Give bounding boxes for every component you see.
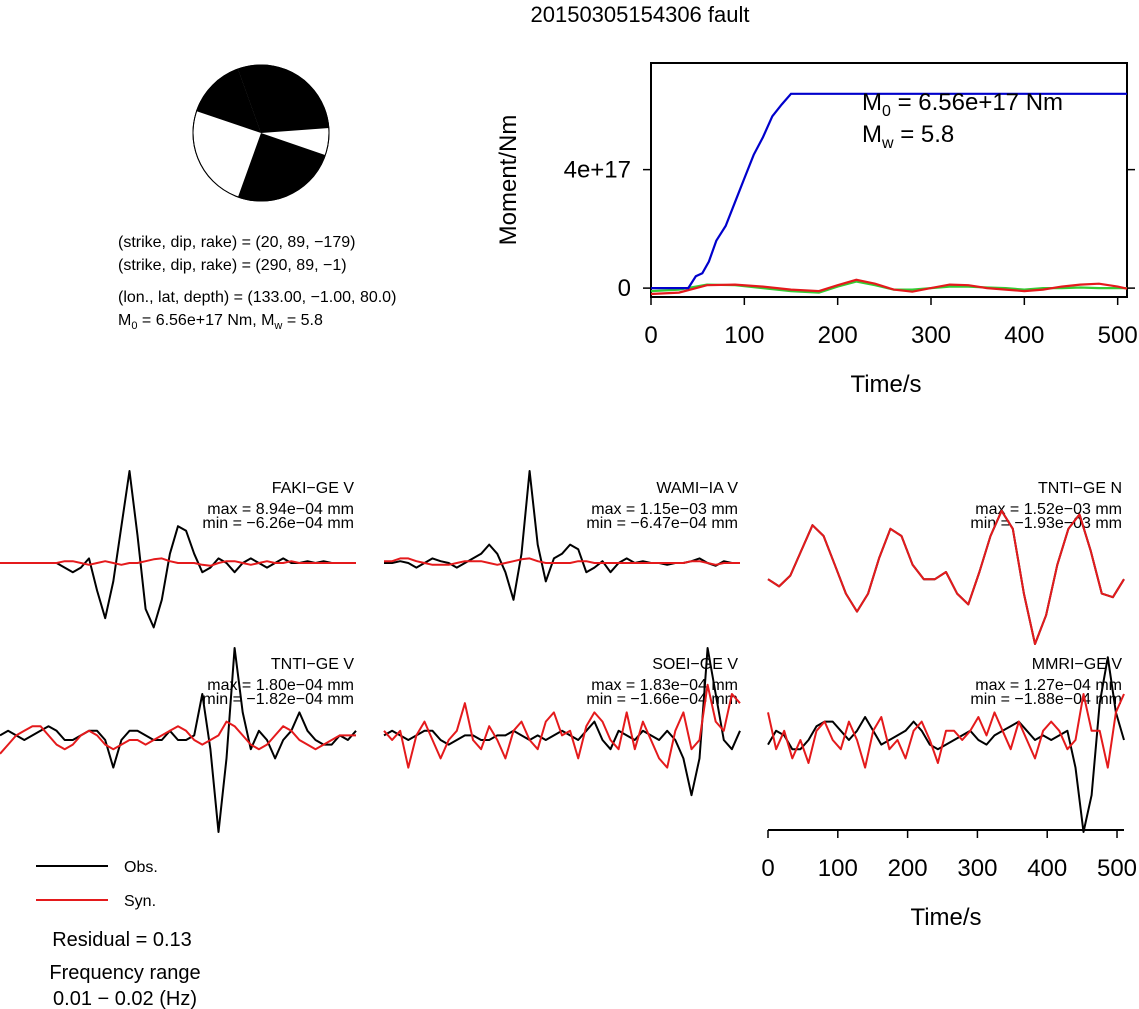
moment-series-line	[650, 278, 1128, 296]
waveform-time-tick-label: 100	[818, 855, 858, 882]
waveform-max-label: max = 1.15e−03 mm	[591, 501, 738, 518]
moment-xtick-label: 100	[724, 322, 764, 349]
legend-obs-label: Obs.	[124, 859, 158, 876]
waveform-observed-line	[0, 647, 357, 833]
waveform-max-label: max = 1.80e−04 mm	[207, 677, 354, 694]
residual-text: Residual = 0.13	[52, 929, 192, 951]
moment-series-line	[651, 92, 1127, 290]
mechanism-line-4: M0 = 6.56e+17 Nm, Mw = 5.8	[118, 312, 323, 332]
waveform-synthetic-line	[384, 557, 740, 566]
waveform-time-tick-label: 500	[1097, 855, 1137, 882]
waveform-station-label: WAMI−IA V	[656, 480, 738, 497]
waveform-station-label: FAKI−GE V	[272, 480, 355, 497]
beachball-quadrant-bottom	[238, 133, 325, 201]
moment-xtick-label: 400	[1004, 322, 1044, 349]
waveform-max-label: max = 8.94e−04 mm	[207, 501, 354, 518]
moment-plot-series	[650, 92, 1128, 296]
moment-ytick-label: 4e+17	[564, 157, 631, 184]
waveform-station-label: MMRI−GE V	[1032, 656, 1123, 673]
waveform-time-tick-label: 0	[761, 855, 774, 882]
moment-xtick-label: 0	[644, 322, 657, 349]
figure-title: 20150305154306 fault	[531, 2, 750, 27]
waveform-time-tick-label: 400	[1027, 855, 1067, 882]
waveform-observed-line	[383, 647, 741, 797]
waveform-station-label: SOEI−GE V	[652, 656, 738, 673]
waveform-observed-line	[767, 656, 1125, 833]
waveform-min-label: min = −6.47e−04 mm	[586, 515, 738, 532]
moment-xtick-label: 200	[818, 322, 858, 349]
frequency-range-value: 0.01 − 0.02 (Hz)	[53, 988, 197, 1009]
mechanism-line-1: (strike, dip, rake) = (20, 89, −179)	[118, 234, 355, 251]
beachball	[192, 64, 330, 202]
waveform-min-label: min = −6.26e−04 mm	[202, 515, 354, 532]
waveform-time-axis: Time/s 0 100 200 300 400 500	[761, 829, 1137, 931]
waveform-synthetic-line	[767, 509, 1125, 645]
waveform-synthetic-line	[0, 720, 356, 755]
waveform-time-tick-label: 300	[957, 855, 997, 882]
mechanism-text: (strike, dip, rake) = (20, 89, −179) (st…	[118, 234, 396, 332]
waveform-min-label: min = −1.82e−04 mm	[202, 691, 354, 708]
moment-plot-xlabel: Time/s	[850, 371, 921, 398]
waveform-synthetic-line	[0, 557, 356, 567]
moment-plot-axes: 0 100 200 300 400 500 0 4e+17	[564, 157, 1138, 349]
waveform-min-label: min = −1.66e−04 mm	[586, 691, 738, 708]
moment-ytick-label: 0	[618, 275, 631, 302]
waveform-station-label: TNTI−GE N	[1038, 480, 1122, 497]
mechanism-line-2: (strike, dip, rake) = (290, 89, −1)	[118, 257, 347, 274]
waveform-max-label: max = 1.27e−04 mm	[975, 677, 1122, 694]
waveform-synthetic-line	[767, 693, 1125, 769]
waveform-station-label: TNTI−GE V	[271, 656, 354, 673]
moment-plot-m0-label: M0 = 6.56e+17 Nm	[862, 89, 1063, 120]
waveform-time-tick-label: 200	[888, 855, 928, 882]
frequency-range-label: Frequency range	[49, 962, 200, 984]
moment-xtick-label: 500	[1098, 322, 1138, 349]
beachball-quadrant-top-right	[238, 64, 329, 133]
mechanism-line-3: (lon., lat, depth) = (133.00, −1.00, 80.…	[118, 289, 396, 306]
moment-xtick-label: 300	[911, 322, 951, 349]
waveform-max-label: max = 1.83e−04 mm	[591, 677, 738, 694]
legend: Obs. Syn.	[36, 859, 158, 910]
waveform-synthetic-line	[383, 683, 741, 769]
beachball-quadrant-upper-left	[196, 69, 261, 133]
legend-syn-label: Syn.	[124, 893, 156, 910]
moment-plot-mw-label: Mw = 5.8	[862, 121, 954, 152]
waveform-time-axis-label: Time/s	[910, 904, 981, 931]
moment-plot-ylabel: Moment/Nm	[495, 115, 522, 246]
moment-plot-frame	[650, 62, 1128, 298]
waveform-max-label: max = 1.52e−03 mm	[975, 501, 1122, 518]
